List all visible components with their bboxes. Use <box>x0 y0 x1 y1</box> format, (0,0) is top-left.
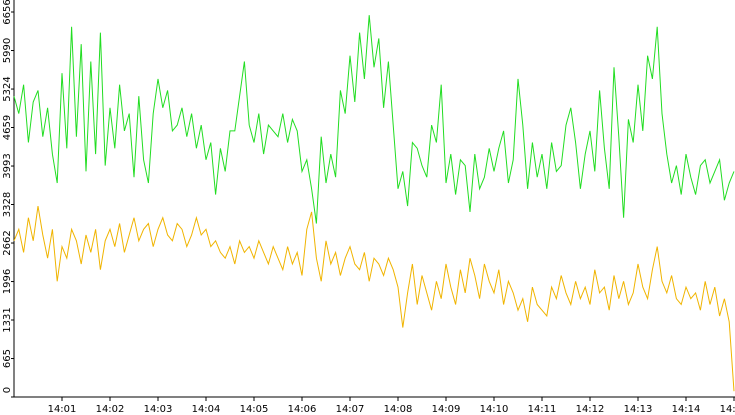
x-tick-label: 14:10 <box>480 404 509 415</box>
y-tick-label: 6656 <box>2 0 13 25</box>
x-tick-label: 14:14 <box>672 404 701 415</box>
x-tick-label: 14:04 <box>192 404 221 415</box>
x-tick-label: 14:06 <box>288 404 317 415</box>
y-tick-label: 2662 <box>2 230 13 255</box>
x-tick-label: 14:13 <box>624 404 653 415</box>
y-tick-label: 1331 <box>2 307 13 332</box>
series-line <box>13 15 735 224</box>
series-line <box>13 206 735 392</box>
x-tick-label: 14:12 <box>576 404 605 415</box>
x-tick-label: 14:01 <box>48 404 77 415</box>
x-tick-label: 14:02 <box>96 404 125 415</box>
x-tick-label: 14:03 <box>144 404 173 415</box>
y-tick-label: 0 <box>2 387 13 393</box>
y-tick-label: 5990 <box>2 38 13 63</box>
y-tick-label: 1996 <box>2 269 13 294</box>
y-tick-label: 4659 <box>2 115 13 140</box>
y-tick-label: 5324 <box>2 76 13 101</box>
x-tick-label: 14:05 <box>240 404 269 415</box>
y-tick-label: 3993 <box>2 153 13 178</box>
y-tick-label: 665 <box>2 349 13 368</box>
y-tick-label: 3328 <box>2 192 13 217</box>
x-tick-label: 14:11 <box>528 404 557 415</box>
x-tick-label: 14:15 <box>720 404 735 415</box>
x-tick-label: 14:07 <box>336 404 365 415</box>
x-tick-label: 14:08 <box>384 404 413 415</box>
x-tick-label: 14:09 <box>432 404 461 415</box>
